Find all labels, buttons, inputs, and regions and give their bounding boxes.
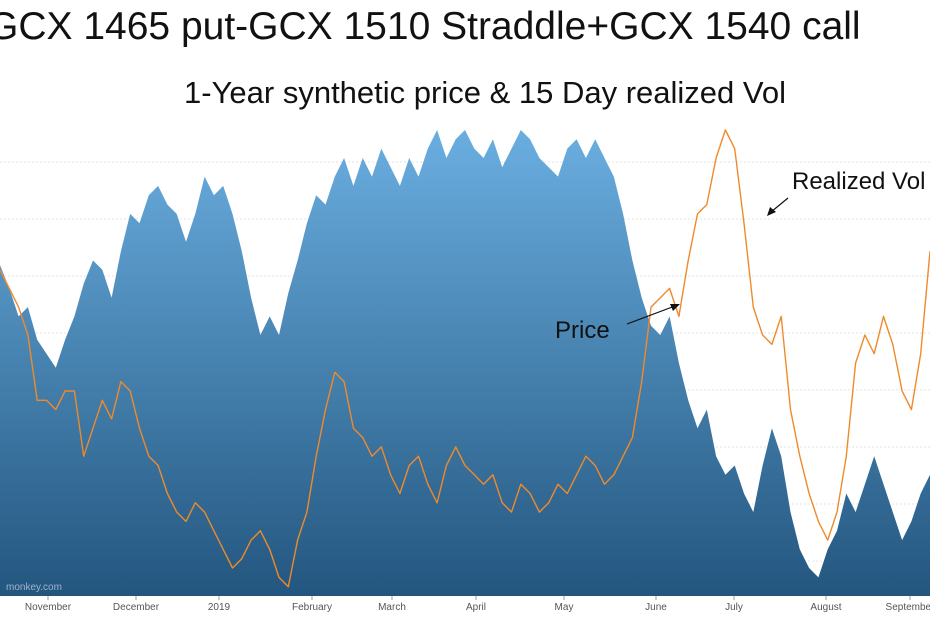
x-tick-label: December <box>113 602 160 613</box>
price-area-series <box>0 130 930 596</box>
vol-annotation-label: Realized Vol <box>792 168 925 195</box>
x-tick-label: November <box>25 602 72 613</box>
watermark: monkey.com <box>6 582 62 593</box>
realized-vol-line-series <box>0 129 930 588</box>
price-arrowhead-icon <box>670 304 680 311</box>
x-tick-label: September <box>886 602 930 613</box>
chart-title: GCX 1465 put-GCX 1510 Straddle+GCX 1540 … <box>0 5 861 48</box>
x-tick-label: July <box>725 602 743 613</box>
x-tick-label: August <box>810 602 841 613</box>
vol-annotation-arrow <box>770 197 789 213</box>
x-tick-label: 2019 <box>208 602 231 613</box>
price-annotation-label: Price <box>555 317 610 344</box>
x-tick-label: March <box>378 602 406 613</box>
vol-arrowhead-icon <box>767 207 776 216</box>
x-tick-label: February <box>292 602 332 613</box>
price-annotation: Price <box>555 304 680 344</box>
chart-subtitle: 1-Year synthetic price & 15 Day realized… <box>184 75 786 110</box>
x-axis-ticks: November December 2019 February March April Ma… <box>25 596 930 613</box>
price-annotation-arrow <box>626 305 676 325</box>
x-tick-label: April <box>466 602 486 613</box>
vol-annotation: Realized Vol <box>767 168 925 216</box>
x-tick-label: June <box>645 602 667 613</box>
x-tick-label: May <box>555 602 574 613</box>
